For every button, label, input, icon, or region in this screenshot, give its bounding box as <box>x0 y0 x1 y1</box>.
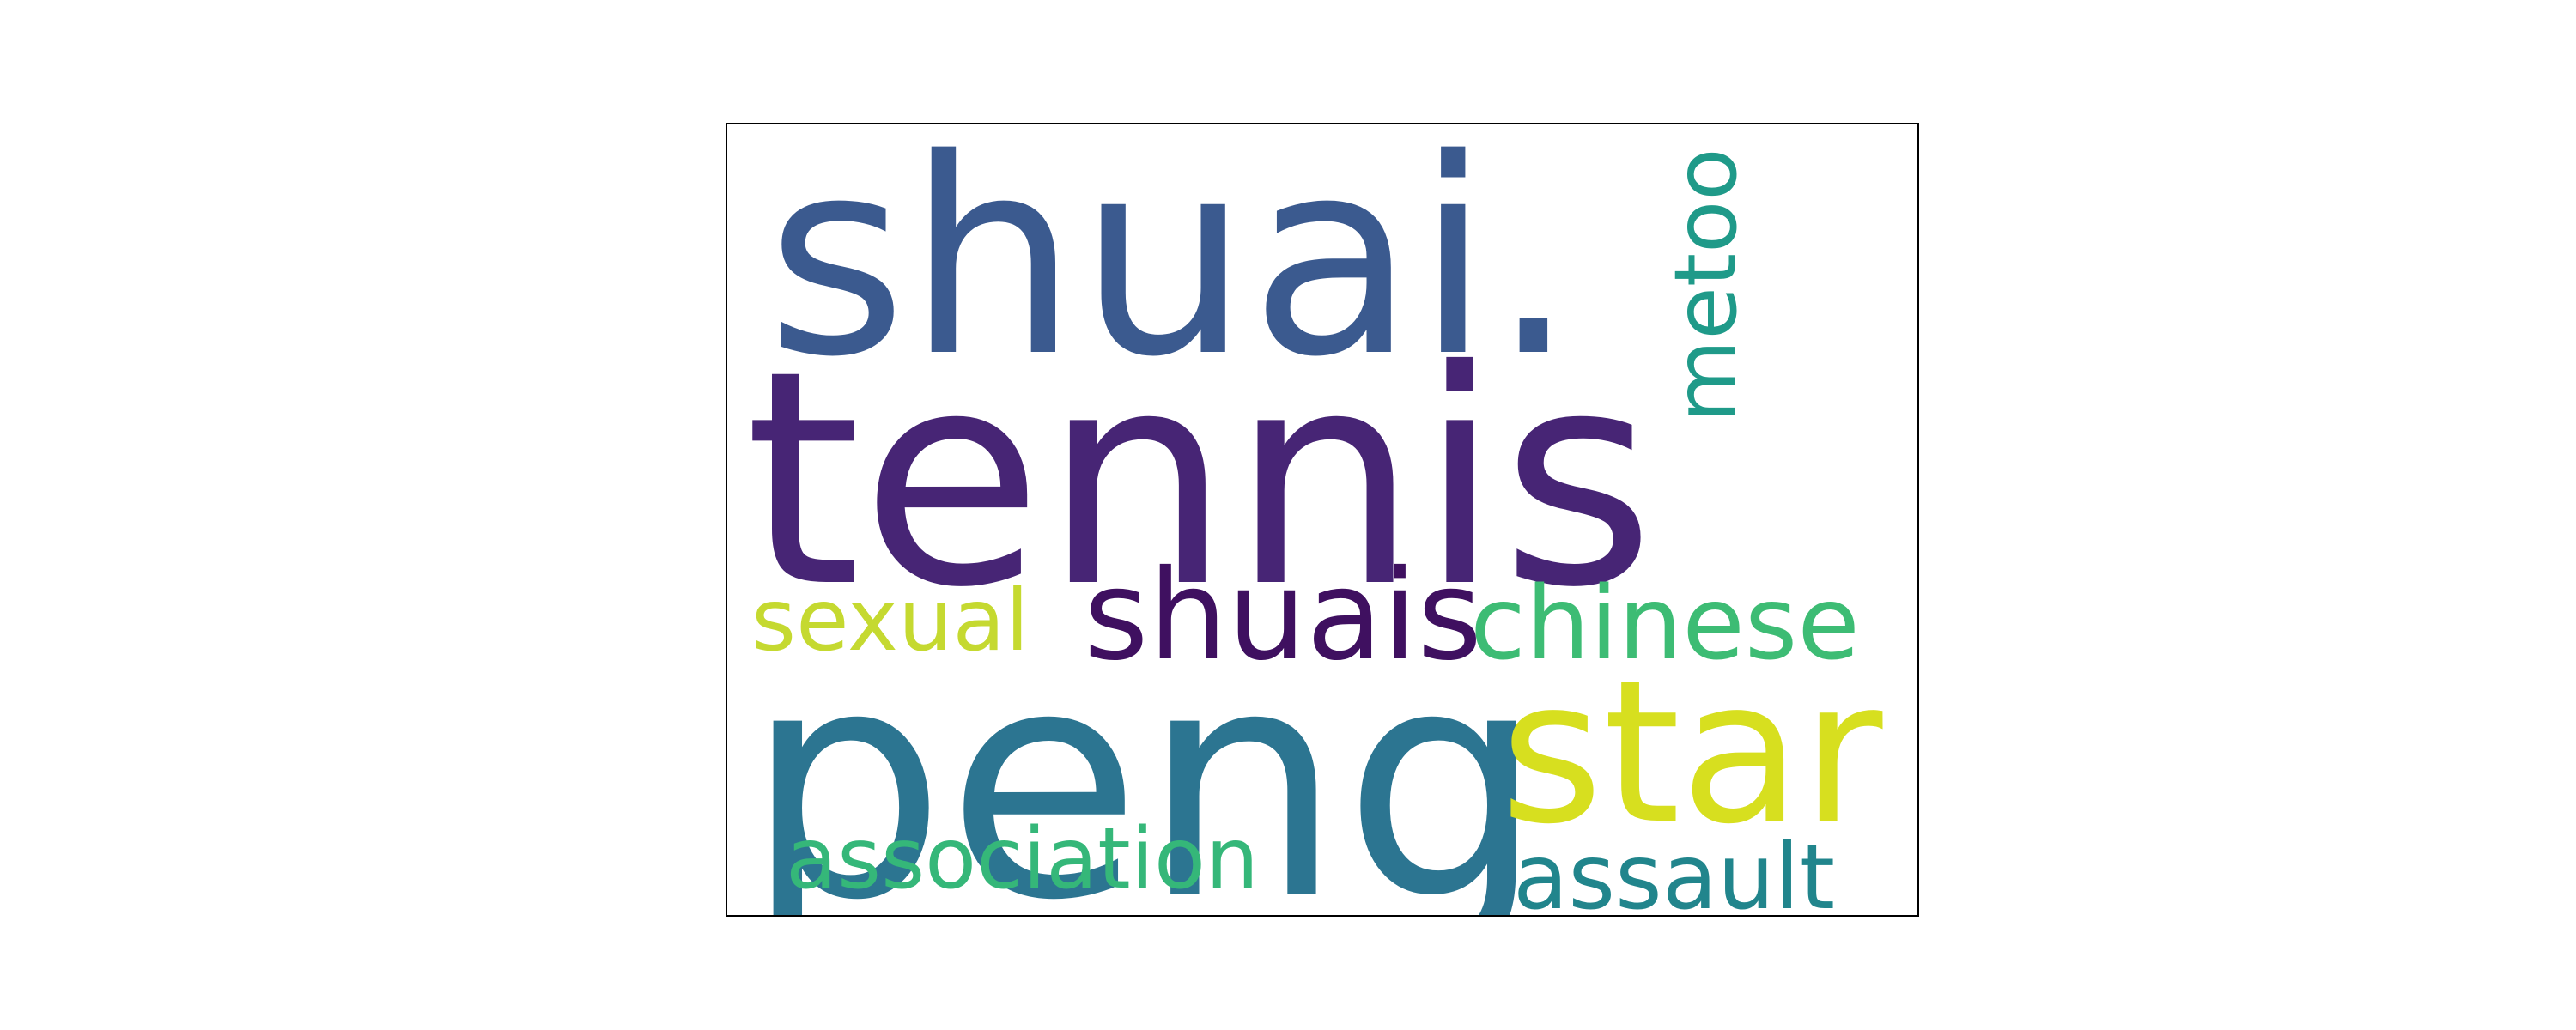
word-sexual: sexual <box>751 570 1030 670</box>
word-cloud-canvas: shuai. tennis metoo sexual shuais chines… <box>726 123 1919 917</box>
word-shuai: shuai. <box>766 123 1577 416</box>
word-chinese: chinese <box>1470 564 1860 682</box>
word-shuais: shuais <box>1084 543 1483 688</box>
word-metoo: metoo <box>1656 148 1756 423</box>
word-assault: assault <box>1513 825 1835 917</box>
word-peng: peng <box>744 601 1545 917</box>
word-tennis: tennis <box>744 308 1656 652</box>
word-association: association <box>786 810 1260 908</box>
word-star: star <box>1500 639 1883 868</box>
